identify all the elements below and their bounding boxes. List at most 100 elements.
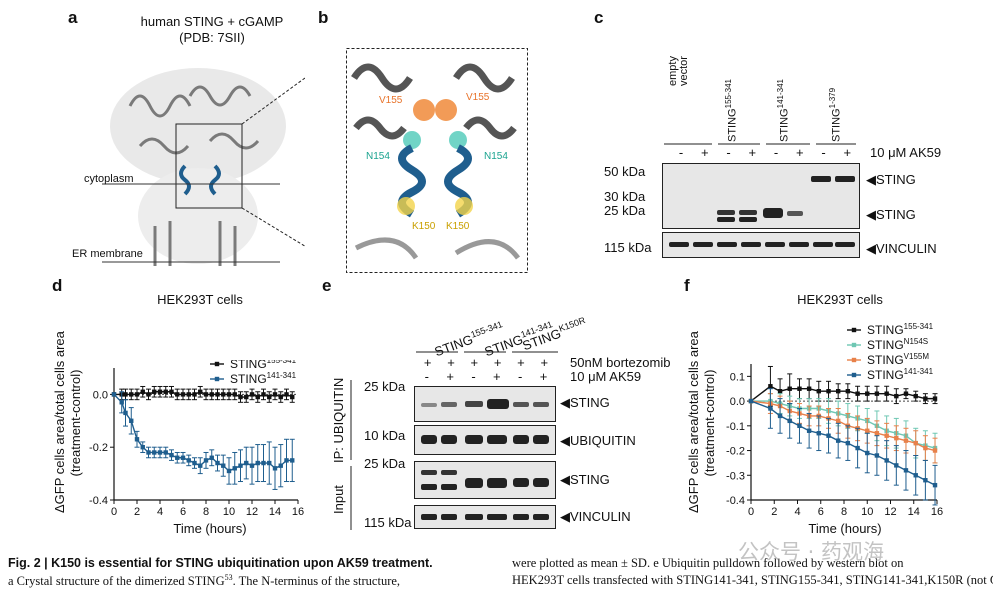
data-point (163, 450, 168, 455)
chart-d-plot: 0 2 4 6 8 10 12 14 16 -0.4 -0.2 0.0 STING155-341STIN… (89, 360, 304, 518)
data-point (255, 460, 260, 466)
treatment-e-ak59: 10 μM AK59 (570, 369, 642, 384)
data-point (272, 466, 278, 471)
legend-entry: STINGN154S (867, 337, 928, 352)
panel-label-d: d (52, 276, 63, 295)
er-membrane-label: ER membrane (72, 248, 143, 260)
figure-caption-right-2: HEK293T cells transfected with STING141-… (512, 573, 993, 587)
data-point (874, 453, 880, 458)
data-point (157, 389, 163, 394)
data-point (209, 455, 214, 460)
x-tick-label: 8 (203, 506, 209, 518)
data-point (261, 460, 266, 466)
treatment-label-c: 10 μM AK59 (870, 145, 942, 160)
cytoplasm-label: cytoplasm (84, 173, 134, 185)
x-tick-label: 2 (771, 506, 777, 518)
blot-c-vinculin (662, 232, 860, 258)
sting-structure-image (102, 68, 305, 266)
data-point (884, 391, 889, 396)
panel-a-pdb: (PDB: 7SII) (179, 30, 245, 45)
data-point (134, 392, 140, 397)
y-tick-label: 0.0 (93, 389, 108, 401)
chart-f-xlabel: Time (hours) (808, 521, 882, 536)
data-point (894, 393, 899, 399)
x-tick-label: 12 (246, 506, 258, 518)
data-point (913, 473, 918, 478)
data-point (244, 394, 249, 400)
legend-entry: STING155-341 (867, 322, 934, 337)
residue-k150-right: K150 (446, 221, 470, 232)
x-tick-label: 0 (748, 506, 754, 518)
sign-c-6: + (796, 145, 804, 160)
residue-v155-left: V155 (379, 95, 403, 106)
y-tick-label: 0.0 (730, 396, 745, 408)
x-tick-label: 4 (157, 506, 163, 518)
bortezomib-signs: + + + + + + (416, 355, 556, 370)
data-point (913, 440, 918, 446)
data-point (146, 392, 151, 397)
x-tick-label: 2 (134, 506, 140, 518)
data-point (232, 392, 237, 397)
sign-c-5: - (773, 145, 779, 160)
data-point (894, 463, 899, 468)
panel-label-b: b (318, 8, 329, 27)
data-point (855, 445, 860, 451)
data-point (272, 392, 278, 397)
figure-caption-title: Fig. 2 | K150 is essential for STING ubi… (8, 556, 433, 570)
x-tick-label: 10 (861, 506, 873, 518)
data-point (175, 455, 180, 460)
data-point (845, 440, 851, 446)
x-tick-label: 8 (841, 506, 847, 518)
marker-e-25-input: 25 kDa (364, 456, 406, 471)
sign-e2-4: + (493, 369, 501, 384)
y-tick-label: -0.4 (726, 495, 745, 507)
data-point (129, 418, 134, 423)
y-tick-label: -0.2 (726, 446, 745, 458)
treatment-e-bortezomib: 50nM bortezomib (570, 355, 671, 370)
data-point (826, 433, 831, 438)
sign-c-7: - (821, 145, 826, 160)
blot-c-sting (662, 163, 860, 229)
x-tick-label: 14 (908, 506, 920, 518)
panel-label-a: a (68, 8, 78, 27)
data-point (923, 445, 928, 451)
data-point (884, 433, 889, 438)
marker-e-10: 10 kDa (364, 428, 406, 443)
data-point (249, 392, 255, 397)
data-point (134, 437, 140, 442)
data-point (226, 468, 232, 474)
sign-e1-5: + (517, 355, 525, 370)
data-point (855, 391, 860, 396)
data-point (923, 396, 928, 401)
legend-marker (851, 357, 857, 363)
panel-label-c: c (594, 8, 604, 27)
data-point (865, 391, 870, 396)
ak59-signs: - + - + - + (416, 369, 556, 384)
data-point (180, 455, 186, 460)
legend-marker (214, 361, 220, 367)
data-point (874, 391, 880, 396)
data-point (865, 450, 870, 456)
x-tick-label: 16 (931, 506, 943, 518)
data-point (123, 410, 128, 416)
x-tick-label: 10 (223, 506, 235, 518)
data-point (180, 392, 186, 397)
data-point (226, 392, 232, 397)
data-point (806, 386, 812, 391)
marker-e-115: 115 kDa (364, 515, 412, 530)
sign-c-2: + (701, 145, 709, 160)
data-point (249, 463, 255, 468)
data-point (163, 389, 168, 394)
data-point (835, 438, 841, 443)
band-e-sting-ip: ◀STING (560, 395, 610, 410)
band-c-sting-lower: ◀STING (866, 207, 916, 222)
data-point (238, 463, 243, 468)
sign-e1-3: + (470, 355, 479, 370)
data-point (865, 428, 870, 433)
chart-f-title: HEK293T cells (797, 292, 883, 307)
sign-e1-6: + (540, 355, 549, 370)
y-tick-label: -0.1 (726, 421, 745, 433)
legend-entry: STING141-341 (867, 367, 934, 382)
data-point (845, 389, 851, 394)
series-line-141-341 (113, 393, 293, 472)
